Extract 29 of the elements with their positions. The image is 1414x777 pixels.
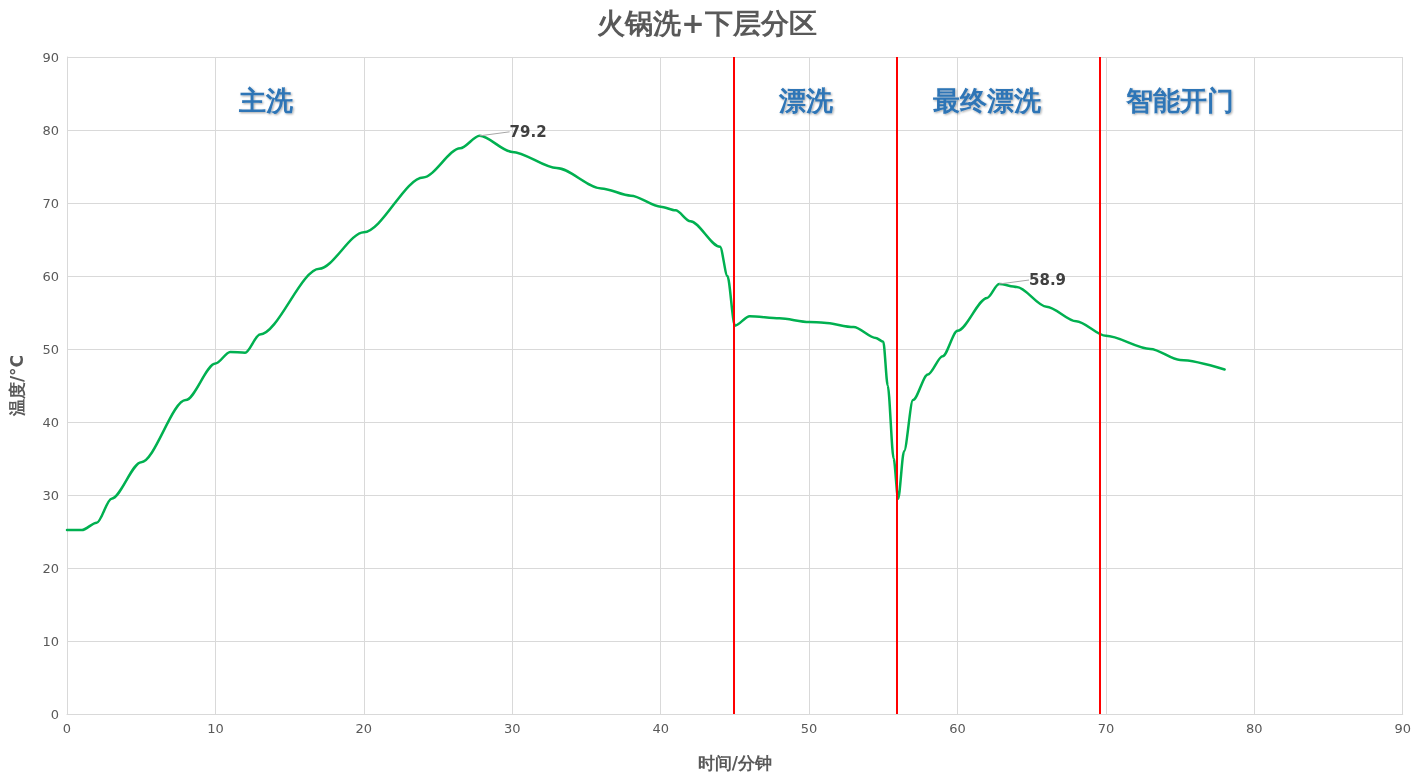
y-tick-label: 90 <box>42 49 59 65</box>
y-tick-label: 30 <box>42 487 59 503</box>
y-tick-label: 70 <box>42 195 59 211</box>
y-tick-label: 10 <box>42 633 59 649</box>
chart-title: 火锅洗+下层分区 <box>597 6 817 40</box>
y-tick-label: 40 <box>42 414 59 430</box>
y-axis-title: 温度/°C <box>6 354 27 418</box>
x-tick-label: 40 <box>652 721 669 736</box>
y-tick-label: 0 <box>50 706 59 722</box>
x-tick-label: 50 <box>800 721 818 736</box>
y-tick-label: 80 <box>42 122 59 138</box>
y-tick-label: 20 <box>42 560 59 576</box>
x-tick-label: 70 <box>1097 721 1115 736</box>
y-tick-label: 50 <box>42 341 59 357</box>
x-tick-label: 60 <box>949 721 966 736</box>
x-axis-title: 时间/分钟 <box>697 752 772 773</box>
data-label: 79.2 <box>509 122 547 141</box>
x-tick-label: 10 <box>207 721 224 736</box>
x-tick-label: 30 <box>503 721 521 736</box>
x-tick-label: 90 <box>1394 721 1411 736</box>
annotation: 最终漂洗 <box>932 85 1043 117</box>
x-tick-label: 80 <box>1246 721 1263 736</box>
annotation: 智能开门 <box>1125 85 1235 117</box>
data-label: 58.9 <box>1029 271 1067 290</box>
annotation: 主洗 <box>237 85 294 117</box>
y-tick-label: 60 <box>42 268 59 284</box>
x-tick-label: 20 <box>355 721 373 736</box>
annotation: 漂洗 <box>778 85 835 117</box>
x-tick-label: 0 <box>62 721 72 736</box>
